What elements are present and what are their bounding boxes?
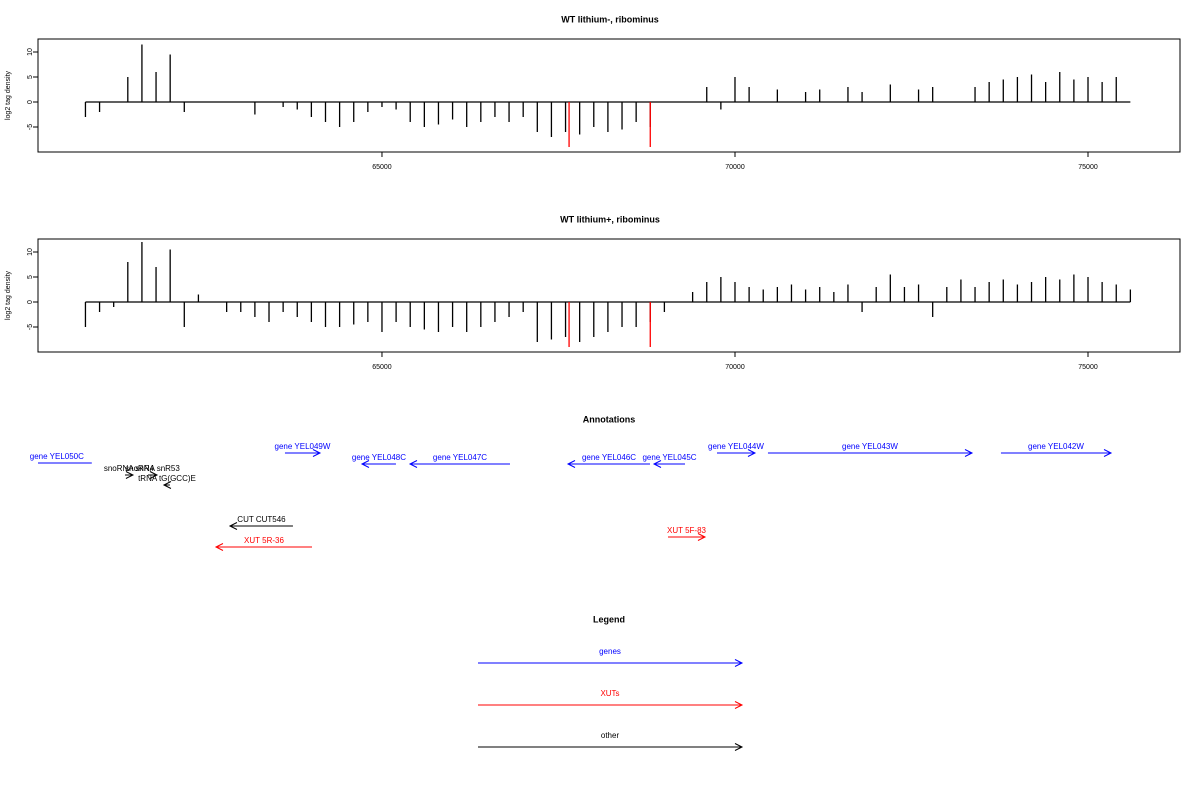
arrow-line [408,460,510,468]
feature-label: gene YEL045C [642,453,696,462]
feature-arrow [228,522,293,530]
arrow-line [38,462,92,464]
feature-label: CUT CUT546 [237,515,286,524]
y-tick-label: -5 [27,324,34,330]
feature-arrow [566,460,650,468]
feature-label: snoRNA snR4 [104,464,155,473]
y-tick-label: 5 [27,75,34,79]
y-axis-label: log2 tag density [5,70,12,120]
arrow-line [147,471,159,479]
feature-arrow [38,462,92,464]
legend-arrow [478,659,744,667]
feature-label: gene YEL042W [1028,442,1084,451]
feature-label: gene YEL050C [30,452,84,461]
feature-label: gene YEL048C [352,453,406,462]
arrow-line [478,701,744,709]
arrow-line [478,659,744,667]
arrow-line [566,460,650,468]
feature-arrow [360,460,396,468]
feature-arrow [162,481,172,489]
legend-label: genes [599,647,621,656]
feature-arrow [716,449,757,457]
arrow-line [214,543,313,551]
legend-arrow [478,743,744,751]
arrow-line [162,481,172,489]
annotations [38,449,1113,551]
x-tick-label: 75000 [1078,164,1098,171]
feature-label: snoRNA snR53 [125,464,180,473]
feature-arrow [284,449,322,457]
y-tick-label: 0 [27,300,34,304]
y-tick-label: 0 [27,100,34,104]
arrow-line [478,743,744,751]
x-tick-label: 65000 [372,164,392,171]
feature-arrow [767,449,974,457]
feature-arrow [214,543,313,551]
x-tick-label: 70000 [725,364,745,371]
feature-arrow [667,533,707,541]
feature-arrow [1000,449,1113,457]
feature-label: gene YEL049W [275,442,331,451]
legend-label: other [601,731,620,740]
arrow-line [716,449,757,457]
annotations-title: Annotations [583,414,636,424]
arrow-line [767,449,974,457]
y-tick-label: -5 [27,124,34,130]
x-tick-label: 75000 [1078,364,1098,371]
legend-label: XUTs [600,689,619,698]
feature-label: tRNA tG(GCC)E [138,474,196,483]
arrow-line [1000,449,1113,457]
legend-title: Legend [593,614,625,624]
feature-label: XUT 5F-83 [667,526,707,535]
y-tick-label: 10 [27,248,34,256]
feature-arrow [124,471,135,479]
x-tick-label: 65000 [372,364,392,371]
feature-label: gene YEL044W [708,442,764,451]
plot-frame [37,38,1181,153]
arrow-line [124,471,135,479]
y-tick-label: 10 [27,48,34,56]
plot-frame [37,238,1181,353]
arrow-line [667,533,707,541]
feature-arrow [147,471,159,479]
arrow-line [360,460,396,468]
feature-label: XUT 5R-36 [244,536,284,545]
y-tick-label: 5 [27,275,34,279]
arrow-line [652,460,686,468]
feature-arrow [652,460,686,468]
x-tick-label: 70000 [725,164,745,171]
y-axis-label: log2 tag density [5,270,12,320]
chart-title: WT lithium+, ribominus [560,214,660,224]
feature-label: gene YEL043W [842,442,898,451]
arrow-line [228,522,293,530]
arrow-line [284,449,322,457]
feature-label: gene YEL046C [582,453,636,462]
feature-arrow [408,460,510,468]
feature-label: gene YEL047C [433,453,487,462]
legend-arrow [478,701,744,709]
chart-title: WT lithium-, ribominus [561,14,659,24]
